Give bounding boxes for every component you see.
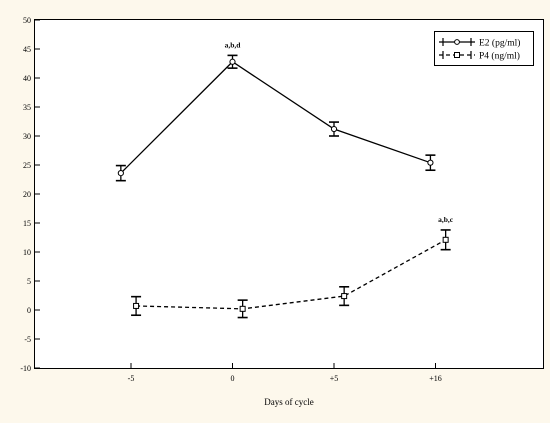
- y-tick-label: 50: [23, 16, 31, 25]
- legend-label: P4 (ng/ml): [479, 51, 520, 62]
- data-point: [133, 302, 140, 309]
- series-line: [120, 60, 431, 174]
- data-point: [442, 236, 449, 243]
- y-tick-label: 25: [23, 161, 31, 170]
- legend-marker: [454, 39, 460, 45]
- significance-annotation: a,b,c: [438, 215, 454, 224]
- series-layer: [115, 54, 451, 319]
- series-1: [131, 229, 451, 319]
- annotations: a,b,d a,b,c: [225, 40, 454, 224]
- x-tick-label: +5: [330, 374, 339, 383]
- data-point: [330, 125, 338, 133]
- data-point: [427, 159, 434, 166]
- y-tick-label: 45: [23, 45, 31, 54]
- y-tick-label: 0: [27, 306, 31, 315]
- legend-marker: [454, 52, 460, 58]
- series-0: [115, 54, 436, 182]
- data-point: [239, 305, 246, 312]
- legend-label: E2 (pg/ml): [479, 38, 520, 49]
- y-tick-label: 35: [23, 103, 31, 112]
- legend-item-1: P4 (ng/ml): [439, 51, 520, 62]
- legend-item-0: E2 (pg/ml): [439, 38, 520, 49]
- y-tick-label: 30: [23, 132, 31, 141]
- x-axis-label: Days of cycle: [264, 397, 313, 407]
- legend: E2 (pg/ml) P4 (ng/ml): [434, 31, 534, 66]
- series-line: [136, 239, 446, 310]
- x-tick-label: 0: [231, 374, 235, 383]
- legend-box: [434, 31, 534, 66]
- x-tick-label: +16: [429, 374, 442, 383]
- y-tick-label: 40: [23, 74, 31, 83]
- plot-background: [34, 19, 544, 369]
- data-point: [229, 58, 236, 65]
- y-tick-label: -5: [24, 335, 31, 344]
- y-tick-label: 15: [23, 219, 31, 228]
- x-axis: -5 0 +5 +16: [128, 363, 442, 383]
- y-tick-label: 10: [23, 248, 31, 257]
- data-point: [341, 293, 348, 300]
- y-tick-label: 5: [27, 277, 31, 286]
- x-tick-label: -5: [128, 374, 135, 383]
- y-tick-label: 20: [23, 190, 31, 199]
- y-tick-label: -10: [20, 364, 31, 373]
- y-axis: -10 -5 0 5 10 15 20 25 30 35 40 45 50: [20, 16, 40, 373]
- significance-annotation: a,b,d: [225, 40, 242, 49]
- data-point: [117, 170, 124, 177]
